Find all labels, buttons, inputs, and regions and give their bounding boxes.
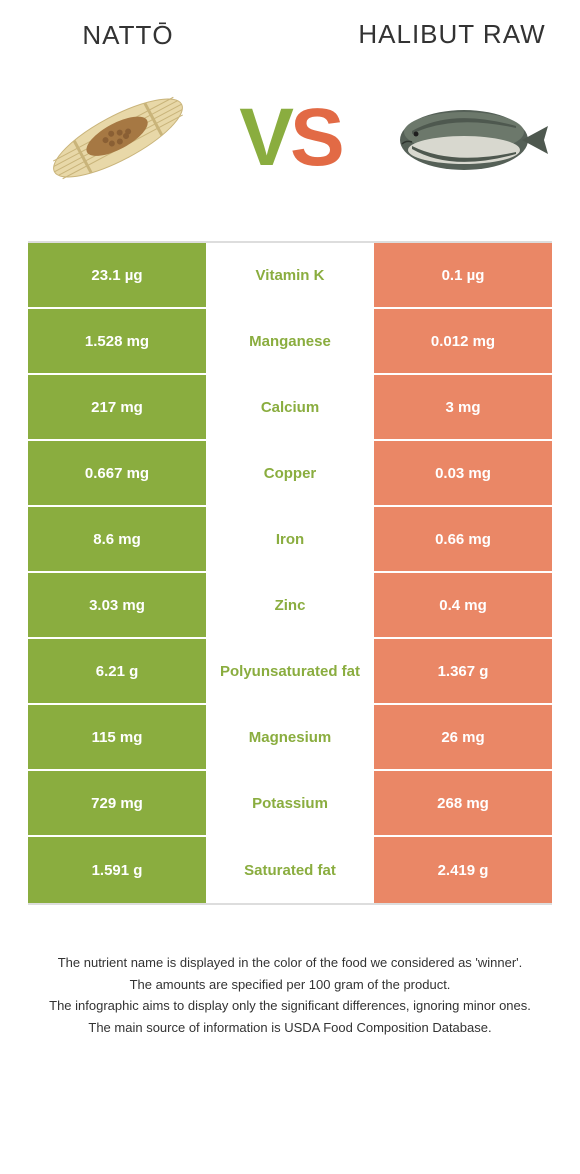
title-left: Nattō — [28, 20, 228, 51]
title-right: Halibut raw — [352, 20, 552, 50]
nutrient-value-left: 1.528 mg — [28, 309, 208, 373]
nutrient-value-left: 23.1 µg — [28, 243, 208, 307]
nutrient-value-right: 0.4 mg — [372, 573, 552, 637]
nutrient-value-right: 0.1 µg — [372, 243, 552, 307]
nutrient-label: Potassium — [208, 771, 372, 835]
nutrient-value-left: 1.591 g — [28, 837, 208, 903]
nutrient-label: Saturated fat — [208, 837, 372, 903]
halibut-image — [372, 68, 552, 208]
nutrient-label: Manganese — [208, 309, 372, 373]
vs-v: V — [239, 92, 290, 183]
nutrient-value-right: 2.419 g — [372, 837, 552, 903]
hero-row: VS — [28, 63, 552, 213]
table-row: 115 mgMagnesium26 mg — [28, 705, 552, 771]
nutrient-value-left: 217 mg — [28, 375, 208, 439]
table-row: 8.6 mgIron0.66 mg — [28, 507, 552, 573]
nutrient-value-right: 26 mg — [372, 705, 552, 769]
footnote-line: The main source of information is USDA F… — [28, 1018, 552, 1038]
footnote-line: The amounts are specified per 100 gram o… — [28, 975, 552, 995]
footnote-line: The nutrient name is displayed in the co… — [28, 953, 552, 973]
table-row: 729 mgPotassium268 mg — [28, 771, 552, 837]
nutrient-label: Copper — [208, 441, 372, 505]
nutrient-value-left: 3.03 mg — [28, 573, 208, 637]
nutrient-label: Magnesium — [208, 705, 372, 769]
vs-s: S — [290, 92, 341, 183]
nutrient-value-right: 0.03 mg — [372, 441, 552, 505]
nutrient-value-left: 6.21 g — [28, 639, 208, 703]
nutrient-value-right: 1.367 g — [372, 639, 552, 703]
table-row: 1.528 mgManganese0.012 mg — [28, 309, 552, 375]
table-row: 0.667 mgCopper0.03 mg — [28, 441, 552, 507]
nutrient-value-right: 0.012 mg — [372, 309, 552, 373]
nutrient-value-left: 0.667 mg — [28, 441, 208, 505]
nutrient-value-right: 3 mg — [372, 375, 552, 439]
nutrient-value-left: 729 mg — [28, 771, 208, 835]
natto-image — [28, 68, 208, 208]
nutrient-value-right: 0.66 mg — [372, 507, 552, 571]
table-row: 217 mgCalcium3 mg — [28, 375, 552, 441]
nutrient-value-left: 115 mg — [28, 705, 208, 769]
nutrient-label: Vitamin K — [208, 243, 372, 307]
table-row: 3.03 mgZinc0.4 mg — [28, 573, 552, 639]
nutrient-label: Calcium — [208, 375, 372, 439]
nutrient-label: Zinc — [208, 573, 372, 637]
nutrient-label: Iron — [208, 507, 372, 571]
table-row: 1.591 gSaturated fat2.419 g — [28, 837, 552, 903]
titles-row: Nattō Halibut raw — [28, 20, 552, 51]
nutrient-value-right: 268 mg — [372, 771, 552, 835]
footnote-line: The infographic aims to display only the… — [28, 996, 552, 1016]
nutrient-label: Polyunsaturated fat — [208, 639, 372, 703]
footnotes: The nutrient name is displayed in the co… — [28, 953, 552, 1037]
nutrient-value-left: 8.6 mg — [28, 507, 208, 571]
table-row: 23.1 µgVitamin K0.1 µg — [28, 243, 552, 309]
nutrient-table: 23.1 µgVitamin K0.1 µg1.528 mgManganese0… — [28, 241, 552, 905]
table-row: 6.21 gPolyunsaturated fat1.367 g — [28, 639, 552, 705]
vs-label: VS — [239, 91, 340, 185]
